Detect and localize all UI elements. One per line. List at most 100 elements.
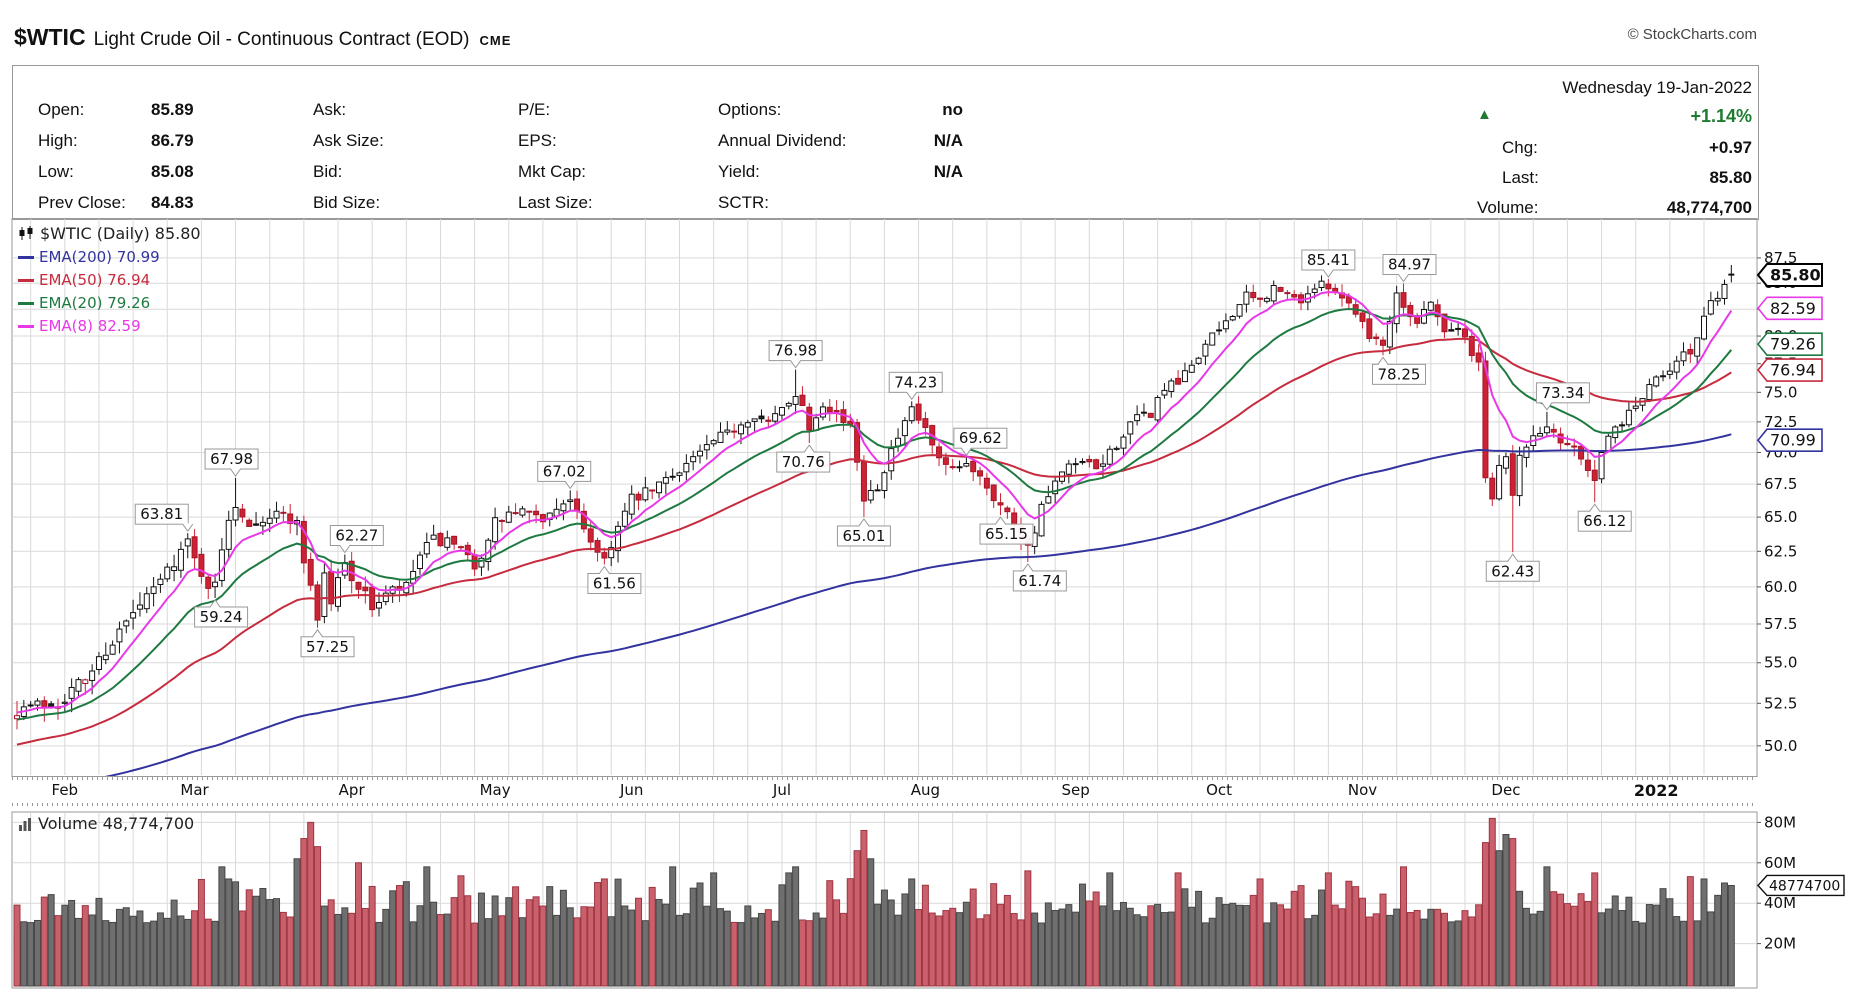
volume-bar	[129, 915, 137, 987]
svg-text:67.98: 67.98	[210, 450, 253, 468]
volume-bar	[238, 910, 246, 987]
volume-bar	[1386, 914, 1394, 987]
volume-bar	[1516, 890, 1524, 987]
volume-bar	[908, 878, 916, 987]
volume-bar	[33, 919, 41, 987]
candle-body	[1386, 320, 1393, 348]
quote-date: Wednesday 19-Jan-2022	[1562, 78, 1752, 97]
candle-body	[1448, 329, 1455, 332]
volume-bar	[696, 882, 704, 987]
volume-bar	[901, 893, 909, 987]
volume-bar	[566, 907, 574, 987]
volume-bar	[279, 911, 287, 987]
volume-bar	[1345, 880, 1353, 987]
candle-body	[266, 517, 273, 524]
price-callout: 69.62	[953, 427, 1008, 457]
volume-bar	[1584, 900, 1592, 987]
month-label: Feb	[51, 781, 79, 799]
svg-text:66.12: 66.12	[1583, 512, 1626, 530]
candle-body	[335, 577, 342, 607]
symbol-label: $WTIC	[14, 24, 86, 50]
volume-bar	[710, 872, 718, 987]
volume-bar	[1461, 910, 1469, 987]
quote-field: Options: no	[718, 100, 963, 122]
candle-body	[1482, 360, 1489, 479]
volume-bar	[928, 912, 936, 987]
quote-field-value: no	[942, 100, 963, 119]
candle-body	[1072, 463, 1079, 466]
quote-field: Mkt Cap:	[518, 162, 713, 184]
candle-body	[949, 466, 956, 469]
candle-body	[1257, 297, 1264, 300]
quote-field: Ask:	[313, 100, 503, 122]
volume-bar	[1331, 904, 1339, 987]
ema-legend-row: EMA(20) 79.26	[18, 294, 201, 312]
candle-body	[608, 547, 615, 559]
candle-body	[1147, 412, 1154, 418]
volume-bar	[293, 858, 301, 987]
volume-bar	[1509, 838, 1517, 987]
price-callout: 59.24	[194, 599, 249, 628]
volume-bar	[457, 875, 465, 987]
candle-body	[430, 534, 437, 540]
volume-bar	[1106, 872, 1114, 987]
volume-bar	[170, 899, 178, 987]
price-callout: 74.23	[888, 371, 943, 401]
candle-body	[1093, 459, 1100, 470]
quote-field: Annual Dividend: N/A	[718, 131, 963, 153]
candle-body	[1714, 297, 1721, 302]
candle-body	[464, 544, 471, 556]
volume-bar	[1645, 904, 1653, 987]
ema-line	[16, 307, 1733, 721]
volume-bar	[669, 866, 677, 987]
volume-bar	[833, 899, 841, 987]
volume-bar	[1468, 916, 1476, 987]
volume-bar	[1174, 872, 1182, 987]
candle-body	[1161, 389, 1168, 396]
volume-bar	[676, 914, 684, 987]
price-callout: 66.12	[1577, 503, 1632, 532]
volume-bar	[1359, 897, 1367, 987]
svg-text:76.98: 76.98	[774, 342, 817, 360]
candle-body	[1140, 411, 1147, 414]
volume-bar	[1577, 893, 1585, 987]
candle-body	[758, 415, 765, 420]
candle-body	[785, 402, 792, 407]
legend-symbol-line: $WTIC (Daily) 85.80	[40, 224, 201, 243]
ema-line	[16, 291, 1733, 714]
volume-bar	[1522, 907, 1530, 987]
candle-body	[130, 612, 137, 619]
y-axis-label: 62.5	[1764, 542, 1797, 560]
candle-body	[423, 541, 430, 555]
month-label: Jun	[619, 781, 644, 799]
volume-bar	[990, 883, 998, 987]
candle-body	[95, 656, 102, 670]
volume-bar	[61, 904, 69, 987]
volume-bar	[1393, 908, 1401, 987]
candle-body	[615, 525, 622, 552]
y-axis-label: 72.5	[1764, 413, 1797, 431]
candle-body	[1598, 451, 1605, 480]
volume-bar	[737, 922, 745, 987]
price-chart-panel: 63.81 59.24 67.98 57.25 62.27 67.02 61.56 76.98…	[0, 218, 1862, 778]
quote-field: P/E:	[518, 100, 713, 122]
volume-bar	[156, 912, 164, 987]
candle-body	[874, 489, 881, 492]
candle-body	[799, 394, 806, 406]
volume-bar	[1003, 894, 1011, 987]
month-label: Dec	[1491, 781, 1521, 799]
volume-bar	[778, 884, 786, 987]
volume-bar	[785, 872, 793, 987]
volume-bar	[798, 919, 806, 987]
volume-bar	[1591, 872, 1599, 987]
volume-bar	[730, 921, 738, 987]
candle-body	[737, 424, 744, 435]
candle-body	[1578, 445, 1585, 460]
candle-body	[1113, 447, 1120, 450]
candle-body	[915, 403, 922, 421]
volume-bar	[1181, 888, 1189, 987]
quote-field-label: Last Size:	[518, 193, 593, 212]
candle-body	[1441, 313, 1448, 333]
candle-body	[41, 700, 48, 708]
price-callout: 67.02	[537, 460, 592, 490]
